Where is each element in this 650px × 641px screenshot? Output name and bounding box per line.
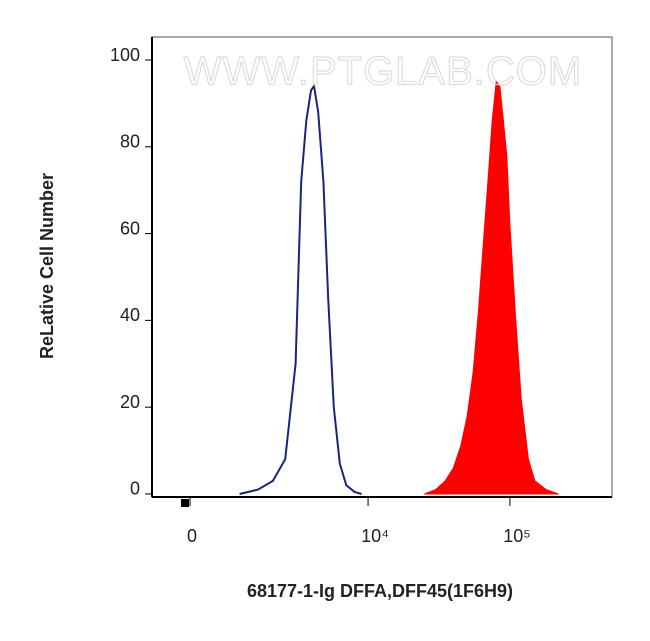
y-tick-label: 100 (110, 45, 140, 65)
axis-marker (181, 499, 189, 507)
x-tick-label: 10⁵ (503, 526, 530, 546)
histogram-line (239, 83, 362, 495)
y-axis-title: ReLative Cell Number (37, 173, 57, 359)
y-tick-label: 60 (120, 218, 140, 238)
watermark: WWW.PTGLAB.COM (184, 50, 582, 94)
y-tick-label: 0 (130, 479, 140, 499)
x-tick-label: 10⁴ (361, 526, 389, 546)
x-axis-title: 68177-1-Ig DFFA,DFF45(1F6H9) (247, 581, 513, 601)
y-tick-label: 40 (120, 305, 140, 325)
y-tick-label: 80 (120, 132, 140, 152)
y-tick-label: 20 (120, 392, 140, 412)
histogram-area (424, 80, 559, 495)
x-tick-label: 0 (187, 526, 197, 546)
plot-frame (151, 36, 613, 498)
